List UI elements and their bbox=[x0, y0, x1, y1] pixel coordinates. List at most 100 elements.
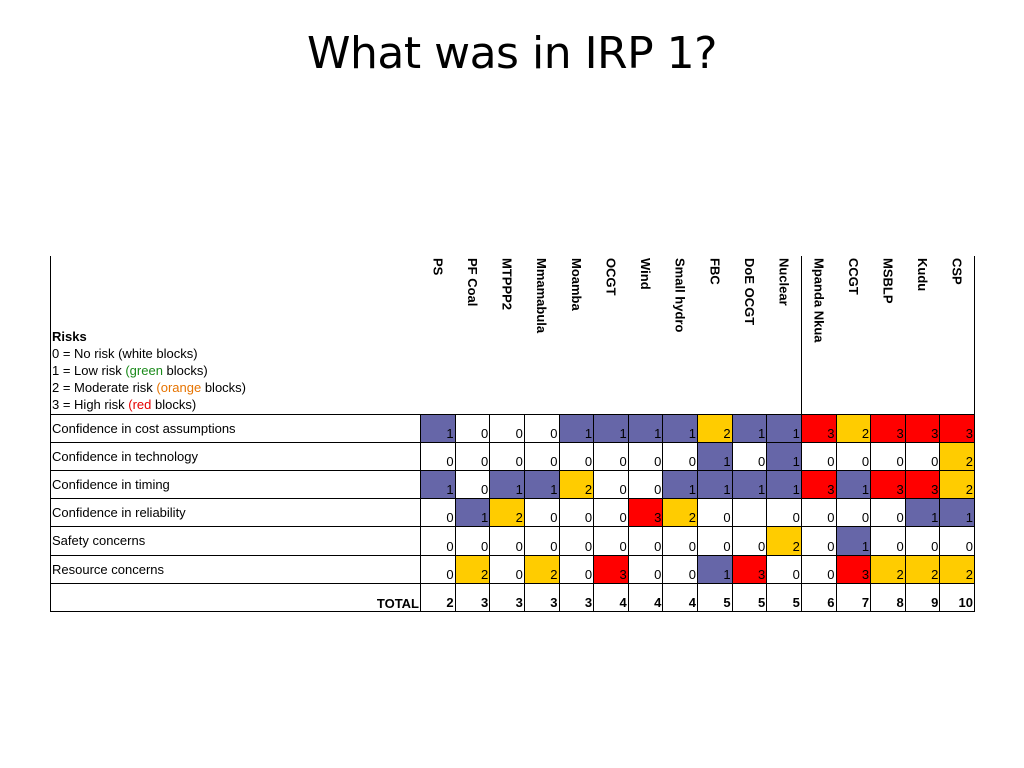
risk-matrix-body: Confidence in cost assumptions 1 0 0 0 1 1 1 1 2 1… bbox=[50, 413, 975, 613]
table-row: Confidence in cost assumptions 1 0 0 0 1 1 1 1 2 1… bbox=[50, 413, 975, 443]
total-cell: 4 bbox=[627, 582, 664, 613]
risk-cell: 1 bbox=[766, 441, 802, 471]
total-cell: 5 bbox=[697, 582, 733, 613]
risk-cell: 0 bbox=[523, 498, 560, 528]
risk-cell: 0 bbox=[904, 441, 941, 471]
risk-cell: 0 bbox=[454, 526, 491, 556]
risk-cell: 2 bbox=[835, 413, 872, 443]
column-header: Moamba bbox=[559, 256, 594, 414]
total-cell: 4 bbox=[662, 582, 698, 613]
legend-line-no-risk: 0 = No risk (white blocks) bbox=[52, 345, 198, 361]
risk-cell: 0 bbox=[662, 554, 698, 584]
risk-cell: 0 bbox=[558, 498, 595, 528]
column-header: PS bbox=[421, 256, 456, 414]
risk-cell: 0 bbox=[454, 469, 491, 500]
legend-line-high-risk: 3 = High risk (red blocks) bbox=[52, 396, 197, 412]
column-header: PF Coal bbox=[455, 256, 490, 414]
risk-cell: 1 bbox=[766, 413, 802, 443]
risk-cell: 0 bbox=[420, 526, 456, 556]
risk-cell: 0 bbox=[662, 441, 698, 471]
legend-line-moderate-risk: 2 = Moderate risk (orange blocks) bbox=[52, 379, 247, 395]
table-row: Confidence in timing 1 0 1 1 2 0 0 1 1 1 1 3 1 3 3 2 bbox=[50, 469, 975, 500]
risk-cell: 0 bbox=[800, 526, 837, 556]
column-header-label: DoE OCGT bbox=[741, 258, 757, 326]
risk-cell bbox=[731, 498, 768, 528]
table-row: Resource concerns 0 2 0 2 0 3 0 0 1 3 0 0 3 2 2 2 bbox=[50, 554, 975, 584]
risk-cell: 0 bbox=[420, 554, 456, 584]
risk-matrix-table: Risks 0 = No risk (white blocks) 1 = Low… bbox=[50, 256, 975, 613]
column-header-label: Kudu bbox=[915, 258, 931, 292]
risk-cell: 2 bbox=[523, 554, 560, 584]
risk-cell: 0 bbox=[870, 441, 906, 471]
column-header-label: Nuclear bbox=[776, 258, 792, 306]
column-header-label: Wind bbox=[638, 258, 654, 290]
column-header: OCGT bbox=[594, 256, 629, 414]
risk-cell: 0 bbox=[731, 526, 768, 556]
table-row: Confidence in technology 0 0 0 0 0 0 0 0 1 0 1 0 0 0 0 2 bbox=[50, 441, 975, 471]
risk-cell: 2 bbox=[939, 469, 975, 500]
risk-cell: 0 bbox=[593, 526, 629, 556]
risk-cell: 3 bbox=[800, 469, 837, 500]
risk-cell: 3 bbox=[731, 554, 768, 584]
risk-cell: 2 bbox=[697, 413, 733, 443]
column-header: Mpanda Nkua bbox=[800, 256, 836, 414]
risk-cell: 0 bbox=[558, 441, 595, 471]
risk-cell: 2 bbox=[939, 554, 975, 584]
total-cell: 7 bbox=[835, 582, 872, 613]
column-header-label: MTPPP2 bbox=[499, 258, 515, 311]
risk-cell: 1 bbox=[835, 526, 872, 556]
risk-cell: 1 bbox=[697, 441, 733, 471]
column-header: MTPPP2 bbox=[490, 256, 525, 414]
row-label: Confidence in technology bbox=[50, 441, 421, 471]
risk-cell: 1 bbox=[558, 413, 595, 443]
risk-cell: 0 bbox=[627, 441, 664, 471]
total-cell: 6 bbox=[800, 582, 837, 613]
risk-cell: 3 bbox=[870, 469, 906, 500]
risk-cell: 3 bbox=[800, 413, 837, 443]
risk-cell: 0 bbox=[870, 526, 906, 556]
column-header: Small hydro bbox=[663, 256, 698, 414]
risk-cell: 1 bbox=[766, 469, 802, 500]
risk-cell: 1 bbox=[454, 498, 491, 528]
risk-cell: 1 bbox=[904, 498, 941, 528]
risk-cell: 1 bbox=[420, 413, 456, 443]
row-label: Confidence in reliability bbox=[50, 498, 421, 527]
risk-cell: 0 bbox=[835, 498, 872, 528]
risk-cell: 0 bbox=[835, 441, 872, 471]
column-header-label: CSP bbox=[949, 258, 965, 285]
risk-cell: 2 bbox=[454, 554, 491, 584]
total-cell: 9 bbox=[904, 582, 941, 613]
risk-cell: 0 bbox=[697, 498, 733, 528]
column-header: CSP bbox=[939, 256, 975, 414]
risk-cell: 1 bbox=[523, 469, 560, 500]
risk-cell: 3 bbox=[870, 413, 906, 443]
risk-cell: 3 bbox=[835, 554, 872, 584]
table-row: Safety concerns 0 0 0 0 0 0 0 0 0 0 2 0 1 0 0 0 bbox=[50, 526, 975, 556]
column-header: CCGT bbox=[836, 256, 871, 414]
total-cell: 10 bbox=[939, 582, 975, 613]
risk-cell: 1 bbox=[731, 413, 768, 443]
risk-cell: 0 bbox=[593, 498, 629, 528]
risk-cell: 0 bbox=[800, 498, 837, 528]
column-header-label: Moamba bbox=[568, 258, 584, 311]
row-label: Confidence in cost assumptions bbox=[50, 413, 421, 443]
column-header-label: MSBLP bbox=[880, 258, 896, 304]
risk-cell: 0 bbox=[627, 554, 664, 584]
column-header-label: PF Coal bbox=[464, 258, 480, 307]
risk-cell: 0 bbox=[420, 498, 456, 528]
risk-cell: 3 bbox=[904, 469, 941, 500]
risk-cell: 2 bbox=[870, 554, 906, 584]
risk-cell: 0 bbox=[420, 441, 456, 471]
risk-cell: 0 bbox=[800, 554, 837, 584]
risk-cell: 2 bbox=[558, 469, 595, 500]
total-cell: 4 bbox=[593, 582, 629, 613]
column-header-label: CCGT bbox=[845, 258, 861, 295]
risk-cell: 0 bbox=[870, 498, 906, 528]
total-cell: 3 bbox=[523, 582, 560, 613]
slide-title: What was in IRP 1? bbox=[307, 28, 717, 79]
risk-cell: 0 bbox=[489, 526, 525, 556]
risk-cell: 0 bbox=[489, 554, 525, 584]
risk-cell: 1 bbox=[939, 498, 975, 528]
risk-cell: 0 bbox=[662, 526, 698, 556]
total-cell: 3 bbox=[558, 582, 595, 613]
